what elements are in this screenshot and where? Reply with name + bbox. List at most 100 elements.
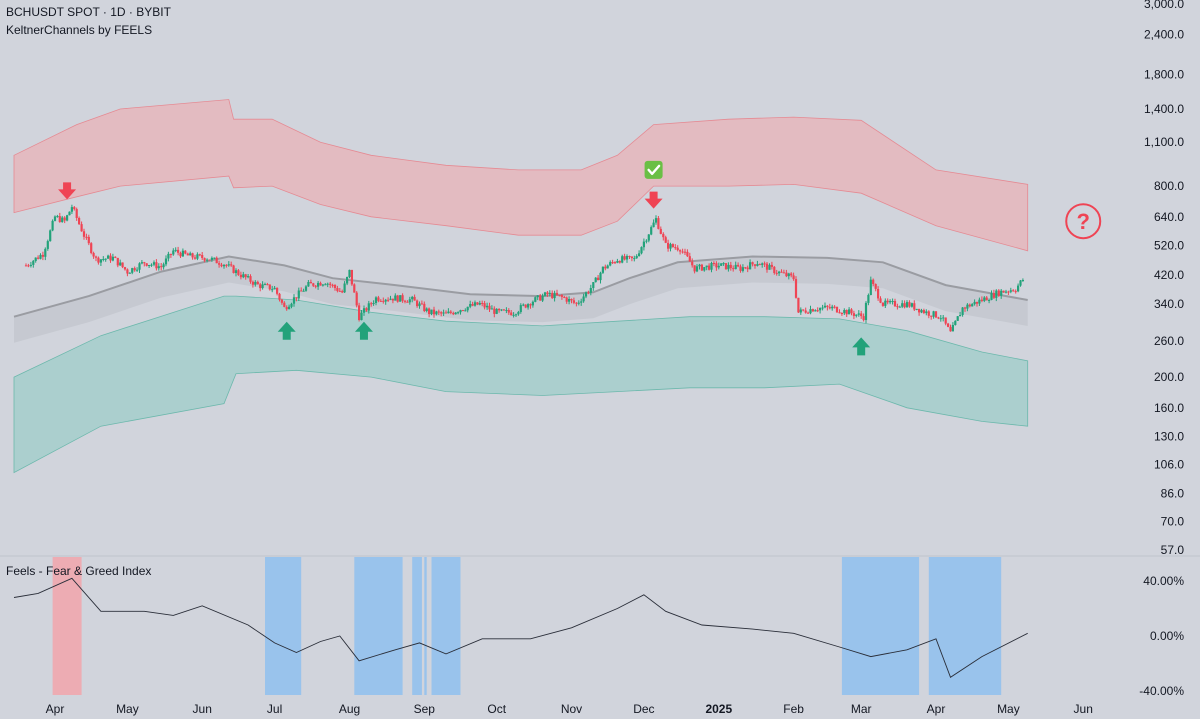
candle-body [362, 308, 366, 313]
candle-body [239, 274, 242, 278]
candle-body [611, 262, 614, 264]
candle-body [990, 293, 993, 300]
candle-body [720, 263, 723, 266]
candle-body [266, 284, 269, 286]
price-tick-label: 340.0 [1154, 297, 1184, 311]
candle-body [553, 292, 556, 299]
time-axis: Apr May Jun Jul Aug Sep Oct Nov Dec 2025 Feb Mar Apr… [46, 702, 1093, 716]
candle-body [913, 303, 916, 310]
indicator-title[interactable]: KeltnerChannels by FEELS [6, 23, 153, 37]
candle-body [189, 253, 192, 256]
candle-body [992, 293, 995, 298]
candle-body [751, 262, 754, 265]
candle-body [107, 255, 110, 259]
candle-body [58, 216, 61, 222]
candle-body [700, 264, 703, 271]
price-tick-label: 160.0 [1154, 401, 1184, 415]
candle-body [804, 310, 807, 313]
candle-body [466, 306, 469, 311]
time-tick-label: Sep [414, 702, 436, 716]
candle-body [852, 313, 855, 316]
candle-body [686, 251, 689, 257]
price-axis: 3,000.0 2,400.0 1,800.0 1,400.0 1,100.0 800.0… [1144, 0, 1184, 557]
candle-body [75, 209, 78, 218]
candle-body [691, 261, 694, 266]
candle-body [336, 288, 339, 291]
candle-body [432, 309, 436, 315]
candle-body [82, 231, 86, 237]
candle-body [826, 305, 829, 307]
candle-body [97, 257, 100, 263]
candle-body [184, 250, 187, 254]
candle-body [203, 258, 206, 261]
candle-body [312, 283, 315, 286]
candle-body [227, 264, 230, 266]
candle-body [886, 300, 889, 303]
candle-body [399, 295, 402, 302]
candle-body [473, 302, 477, 306]
candle-body [37, 257, 40, 259]
candle-body [41, 254, 44, 257]
candle-body [314, 285, 317, 287]
time-tick-label: Aug [339, 702, 360, 716]
candle-body [1019, 280, 1022, 286]
candle-body [418, 303, 421, 307]
candle-body [401, 295, 404, 301]
candle-body [251, 281, 254, 285]
oscillator-title[interactable]: Feels - Fear & Greed Index [6, 564, 152, 578]
candle-body [758, 264, 761, 266]
candle-body [442, 312, 445, 314]
candle-body [90, 243, 93, 253]
candle-body [145, 263, 148, 266]
candle-body [338, 290, 341, 292]
candle-body [249, 276, 252, 282]
price-tick-label: 2,400.0 [1144, 28, 1184, 42]
candle-body [1017, 285, 1020, 292]
fear-zone [431, 557, 461, 695]
basis-fill [14, 256, 1028, 343]
candle-body [642, 241, 645, 248]
candle-body [517, 312, 520, 315]
candle-body [283, 302, 286, 307]
candle-body [864, 302, 868, 320]
candle-body [304, 286, 308, 291]
candle-body [280, 299, 283, 303]
candle-body [918, 308, 921, 313]
candle-body [823, 305, 827, 308]
candle-body [104, 258, 107, 260]
candle-body [138, 263, 141, 270]
candle-body [980, 299, 983, 301]
candle-body [645, 240, 648, 242]
candle-body [1009, 290, 1012, 292]
candle-body [543, 292, 547, 296]
candle-body [679, 250, 682, 252]
candle-body [729, 264, 732, 269]
candle-body [944, 317, 947, 324]
candle-body [949, 326, 952, 332]
oscillator-tick-label: 40.00% [1143, 574, 1184, 588]
candle-body [613, 262, 617, 264]
candle-body [172, 250, 175, 255]
candle-body [910, 303, 913, 307]
candle-body [891, 301, 894, 302]
candle-body [862, 316, 865, 321]
candle-body [295, 297, 298, 299]
candle-body [563, 296, 566, 298]
candle-body [259, 284, 262, 289]
candle-body [478, 303, 481, 305]
candle-body [920, 310, 923, 313]
time-tick-label: Jun [1074, 702, 1093, 716]
candle-body [551, 292, 554, 298]
candle-body [268, 284, 271, 290]
candle-body [821, 307, 824, 309]
candle-body [934, 311, 938, 318]
candle-body [157, 266, 160, 269]
candle-body [688, 256, 691, 262]
time-tick-label: Jul [267, 702, 282, 716]
candle-body [193, 257, 197, 259]
candle-body [749, 262, 752, 270]
symbol-title[interactable]: BCHUSDT SPOT · 1D · BYBIT [6, 5, 171, 19]
candle-body [300, 290, 303, 292]
candle-body [676, 247, 679, 251]
candle-body [46, 241, 49, 249]
